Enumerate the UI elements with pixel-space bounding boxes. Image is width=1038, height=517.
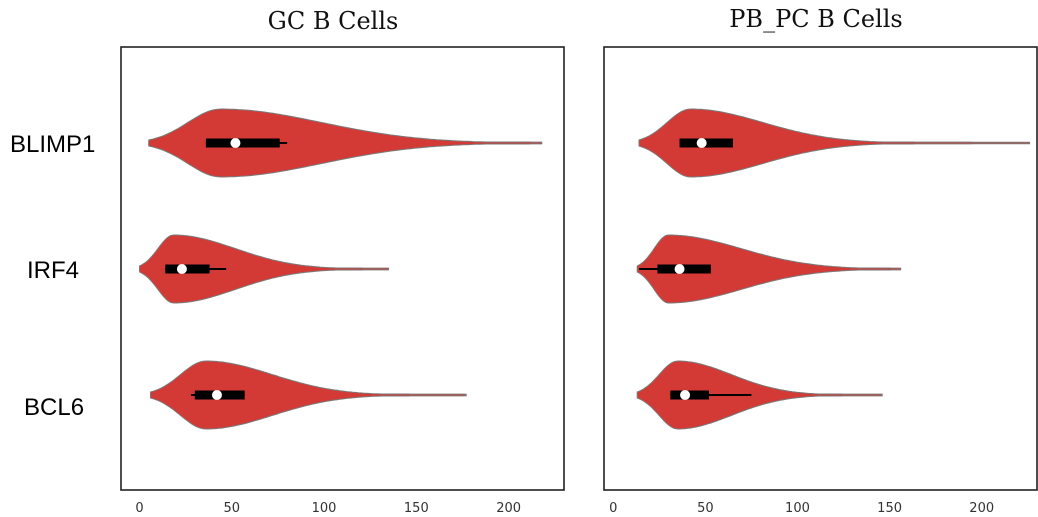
iqr-box — [205, 138, 280, 148]
x-tick-labels-pbpc: 0 50 100 150 200 — [609, 501, 994, 516]
x-tick-label: 200 — [496, 501, 521, 516]
violin-body — [139, 234, 390, 304]
median-point — [230, 138, 241, 148]
violin-marks-pbpc — [636, 108, 1031, 430]
panel-title-gc-b-cells: GC B Cells — [268, 7, 399, 35]
y-axis-labels: BLIMP1 IRF4 BCL6 — [10, 131, 95, 421]
x-tick-label: 0 — [135, 501, 143, 516]
violin-body — [148, 108, 543, 178]
x-tick-label: 50 — [697, 501, 714, 516]
category-label-irf4: IRF4 — [27, 257, 79, 284]
iqr-box — [165, 264, 210, 274]
plot-frame-gc — [120, 46, 565, 491]
category-label-bcl6: BCL6 — [24, 394, 84, 421]
x-tick-labels-gc: 0 50 100 150 200 — [135, 501, 521, 516]
x-tick-label: 150 — [404, 501, 429, 516]
x-tick-label: 150 — [877, 501, 902, 516]
panel-pb-pc-b-cells: PB_PC B Cells 0 50 100 150 200 — [603, 5, 1038, 516]
median-point — [674, 264, 685, 274]
x-tick-label: 100 — [312, 501, 337, 516]
plot-frame-pbpc — [603, 46, 1038, 491]
median-point — [211, 390, 222, 400]
violin-marks-gc — [139, 108, 543, 430]
panel-title-pb-pc-b-cells: PB_PC B Cells — [729, 5, 902, 33]
violin-body — [636, 234, 902, 304]
violin-body — [150, 360, 467, 430]
x-tick-label: 200 — [969, 501, 994, 516]
violin-body — [636, 360, 883, 430]
x-tick-label: 50 — [223, 501, 240, 516]
median-point — [176, 264, 187, 274]
x-tick-label: 0 — [609, 501, 617, 516]
x-tick-label: 100 — [785, 501, 810, 516]
violin-body — [638, 108, 1031, 178]
median-point — [696, 138, 707, 148]
median-point — [680, 390, 691, 400]
panel-gc-b-cells: GC B Cells 0 50 100 150 200 — [120, 7, 565, 516]
category-label-blimp1: BLIMP1 — [10, 131, 95, 158]
